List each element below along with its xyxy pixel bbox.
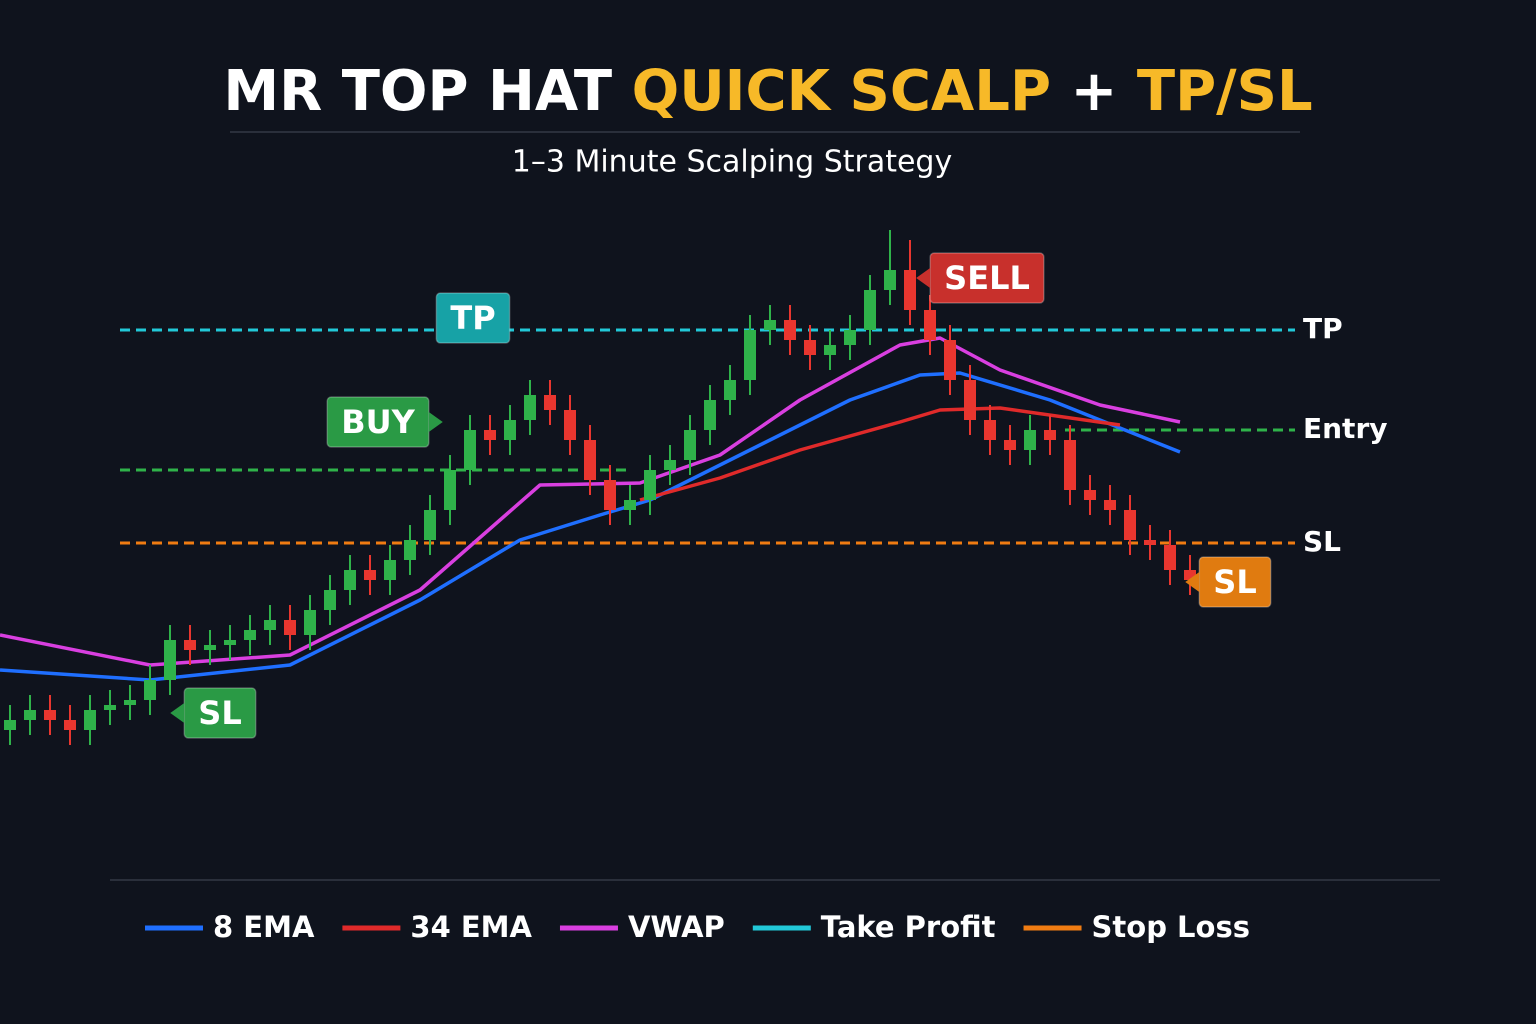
badge-label: SELL — [944, 259, 1030, 297]
title-part: QUICK SCALP — [632, 59, 1051, 124]
candle-body — [884, 270, 896, 290]
candle-body — [644, 470, 656, 500]
candle-body — [944, 340, 956, 380]
candle-body — [684, 430, 696, 460]
candle-body — [84, 710, 96, 730]
candle-body — [164, 640, 176, 680]
badge-pointer — [916, 268, 931, 288]
candle-body — [504, 420, 516, 440]
candle-body — [904, 270, 916, 310]
candle-body — [584, 440, 596, 480]
candle-body — [824, 345, 836, 355]
legend-label: Stop Loss — [1092, 910, 1250, 944]
level-label: Entry — [1303, 412, 1388, 445]
badge-label: BUY — [341, 403, 415, 441]
candle-body — [224, 640, 236, 645]
signal-badge: SL — [1185, 556, 1272, 608]
badge-label: SL — [198, 694, 241, 732]
candle-body — [964, 380, 976, 420]
legend-label: 34 EMA — [410, 910, 532, 944]
title-part: MR TOP HAT — [223, 59, 612, 124]
title-part: + — [1071, 59, 1118, 124]
candle-body — [784, 320, 796, 340]
candle-body — [524, 395, 536, 420]
candle-body — [344, 570, 356, 590]
candle-body — [364, 570, 376, 580]
legend-label: Take Profit — [821, 910, 996, 944]
candle-body — [1124, 510, 1136, 540]
candle-body — [204, 645, 216, 650]
candle-body — [1144, 540, 1156, 545]
candle-body — [1084, 490, 1096, 500]
candle-body — [1004, 440, 1016, 450]
candle-body — [1044, 430, 1056, 440]
level-label: TP — [1303, 312, 1343, 345]
candle-body — [624, 500, 636, 510]
candle-body — [1164, 545, 1176, 570]
badge-box — [435, 292, 511, 344]
indicator-line — [639, 406, 1121, 502]
candle-body — [444, 470, 456, 510]
candle-body — [744, 330, 756, 380]
chart-title: MR TOP HAT QUICK SCALP + TP/SL — [223, 59, 1312, 124]
candle-body — [464, 430, 476, 470]
legend-label: VWAP — [628, 910, 725, 944]
candle-body — [424, 510, 436, 540]
candle-body — [544, 395, 556, 410]
title-part: TP/SL — [1137, 59, 1313, 124]
candle-body — [604, 480, 616, 510]
badge-label: TP — [450, 299, 495, 337]
candle-body — [404, 540, 416, 560]
candle-body — [1104, 500, 1116, 510]
candle-body — [844, 330, 856, 345]
candle-body — [864, 290, 876, 330]
candle-body — [324, 590, 336, 610]
candle-body — [184, 640, 196, 650]
candle-body — [144, 680, 156, 700]
level-label: SL — [1303, 525, 1341, 558]
candle-body — [484, 430, 496, 440]
candle-body — [304, 610, 316, 635]
legend: 8 EMA 34 EMA VWAP Take Profit Stop Loss — [145, 910, 1250, 944]
badge-label: SL — [1213, 563, 1256, 601]
badge-pointer — [428, 412, 443, 432]
candle-body — [704, 400, 716, 430]
candle-body — [44, 710, 56, 720]
signal-badge: SL — [170, 687, 257, 739]
badge-pointer — [170, 703, 185, 723]
candle-body — [264, 620, 276, 630]
candle-body — [1064, 440, 1076, 490]
candle-body — [564, 410, 576, 440]
chart-subtitle: 1–3 Minute Scalping Strategy — [512, 145, 952, 180]
candle-body — [1024, 430, 1036, 450]
plot-area: TP Entry SL TP BUY SELL SL SL — [0, 230, 1388, 745]
indicator-line — [0, 336, 1181, 667]
candle-body — [984, 420, 996, 440]
candle-body — [724, 380, 736, 400]
candle-body — [284, 620, 296, 635]
signal-badge: SELL — [916, 252, 1045, 304]
candle-body — [104, 705, 116, 710]
candle-body — [24, 710, 36, 720]
candle-body — [4, 720, 16, 730]
candle-body — [804, 340, 816, 355]
legend-label: 8 EMA — [213, 910, 315, 944]
candle-body — [1184, 570, 1196, 580]
candle-body — [664, 460, 676, 470]
signal-badge: BUY — [326, 396, 443, 448]
candle-body — [764, 320, 776, 330]
signal-badge: TP — [435, 292, 511, 344]
candle-body — [124, 700, 136, 705]
candle-body — [64, 720, 76, 730]
badge-pointer — [1185, 572, 1200, 592]
candle-body — [924, 310, 936, 340]
candle-body — [384, 560, 396, 580]
candle-body — [244, 630, 256, 640]
